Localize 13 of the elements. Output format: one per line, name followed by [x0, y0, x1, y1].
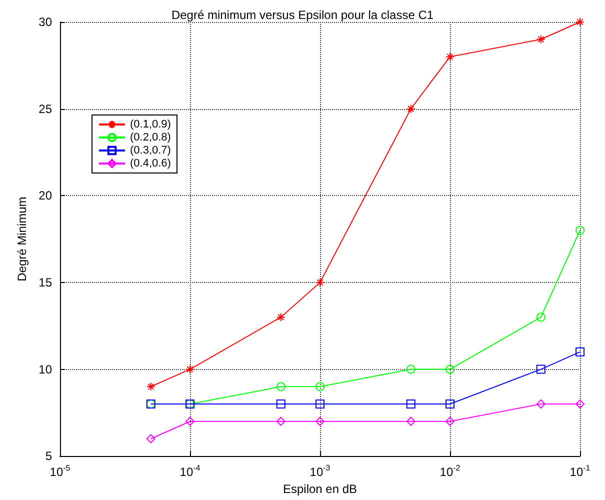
y-tick-label: 25: [38, 102, 52, 116]
legend-label: (0.2,0.8): [130, 132, 171, 144]
y-tick-label: 5: [45, 449, 52, 464]
chart-title: Degré minimum versus Epsilon pour la classe C1: [171, 8, 434, 22]
y-tick-label: 10: [38, 362, 52, 376]
legend-label: (0.4,0.6): [130, 158, 171, 170]
legend-label: (0.1,0.9): [130, 118, 171, 130]
legend-label: (0.3,0.7): [130, 144, 171, 156]
y-tick-label: 30: [38, 15, 52, 29]
x-axis-title: Espilon en dB: [282, 482, 358, 496]
y-tick-label: 20: [38, 188, 52, 203]
y-axis-title: Degré Minimum: [14, 196, 29, 282]
y-tick-label: 15: [38, 275, 52, 290]
